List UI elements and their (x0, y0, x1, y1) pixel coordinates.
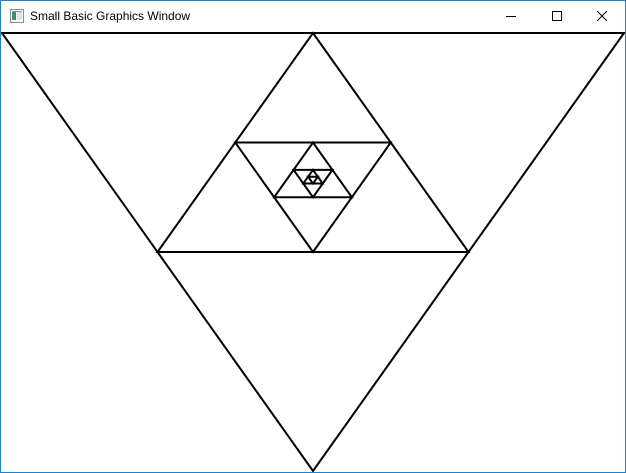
maximize-icon (552, 11, 562, 21)
title-bar[interactable]: Small Basic Graphics Window (1, 1, 625, 31)
close-button[interactable] (579, 1, 625, 31)
graphics-canvas[interactable] (1, 31, 625, 472)
midpoint-triangle-6 (306, 175, 320, 186)
minimize-button[interactable] (488, 1, 534, 31)
maximize-button[interactable] (534, 1, 580, 31)
minimize-icon (506, 16, 516, 17)
close-icon (597, 11, 607, 21)
triangle-drawing (1, 31, 625, 472)
small-basic-window-icon[interactable] (10, 9, 24, 23)
window-title: Small Basic Graphics Window (30, 9, 191, 23)
